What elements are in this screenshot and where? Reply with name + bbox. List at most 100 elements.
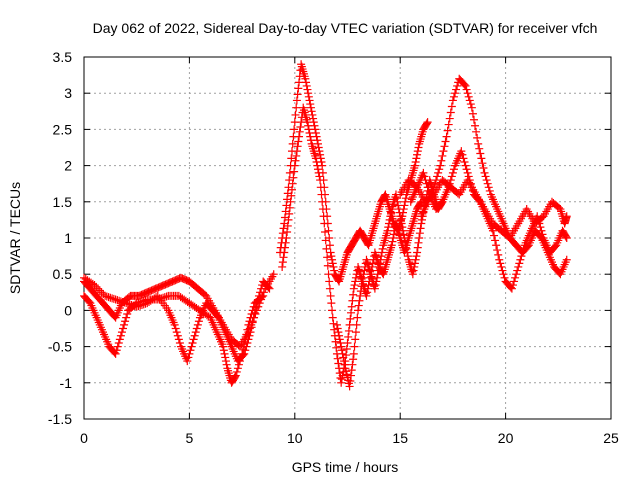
data-point: [325, 284, 334, 293]
data-point: [334, 328, 343, 337]
data-point: [328, 313, 337, 322]
data-point: [419, 168, 428, 177]
data-point: [315, 172, 324, 181]
data-point: [400, 234, 409, 242]
data-point: [337, 346, 346, 355]
data-point: [113, 342, 122, 351]
y-tick-label: 1.5: [53, 194, 73, 210]
data-point: [363, 284, 372, 293]
data-point: [513, 266, 522, 275]
data-point: [313, 165, 322, 174]
data-point: [313, 161, 322, 170]
data-point: [294, 84, 303, 93]
data-point: [363, 288, 372, 297]
data-point: [335, 335, 344, 344]
data-point: [122, 313, 131, 322]
data-point: [111, 349, 120, 358]
data-point: [466, 100, 475, 109]
data-point: [328, 306, 337, 315]
data-point: [360, 266, 369, 275]
data-point: [349, 284, 358, 293]
data-point: [318, 205, 327, 214]
data-point: [344, 326, 353, 335]
data-point: [345, 320, 354, 329]
data-point: [372, 277, 381, 286]
data-point: [441, 137, 450, 146]
data-point: [375, 259, 384, 268]
data-point: [510, 277, 519, 286]
data-point: [324, 226, 333, 235]
data-point: [92, 282, 101, 291]
data-point: [288, 139, 297, 148]
data-point: [249, 313, 258, 322]
data-point: [323, 253, 332, 262]
data-point: [485, 186, 494, 195]
data-point: [125, 300, 134, 309]
data-point: [307, 107, 316, 116]
x-tick-label: 25: [603, 430, 619, 446]
data-point: [473, 133, 482, 142]
data-point: [437, 156, 446, 165]
data-point: [562, 255, 571, 264]
data-point: [562, 232, 571, 241]
data-point: [174, 335, 183, 344]
data-point: [447, 172, 456, 181]
data-point: [481, 172, 490, 181]
data-point: [305, 96, 314, 105]
data-point: [399, 226, 408, 235]
data-point: [443, 126, 452, 135]
data-point: [231, 371, 240, 380]
data-point: [465, 96, 474, 105]
data-point: [333, 324, 342, 333]
data-point: [312, 157, 321, 166]
data-point: [336, 338, 345, 347]
data-point: [129, 301, 138, 310]
data-point: [320, 219, 329, 228]
y-tick-label: 1: [64, 230, 72, 246]
data-point: [314, 143, 323, 152]
data-point: [461, 161, 470, 170]
data-point: [467, 103, 476, 112]
data-point: [304, 92, 313, 101]
data-point: [416, 199, 425, 208]
data-point: [373, 270, 382, 279]
data-point: [338, 371, 347, 380]
data-point: [306, 100, 315, 109]
data-point: [134, 302, 143, 311]
data-point: [460, 80, 469, 89]
data-point: [193, 320, 202, 329]
data-point: [462, 85, 471, 94]
data-point: [304, 125, 313, 134]
data-point: [185, 349, 194, 358]
data-point: [308, 110, 317, 119]
data-point: [115, 335, 124, 344]
data-point: [104, 293, 113, 302]
data-point: [292, 96, 301, 105]
data-point: [448, 96, 457, 105]
data-point: [278, 262, 287, 271]
data-point: [311, 154, 320, 163]
data-point: [306, 136, 315, 145]
data-point: [285, 209, 294, 218]
data-point: [448, 168, 457, 177]
data-point: [376, 255, 385, 264]
data-point: [457, 147, 466, 156]
data-point: [301, 74, 310, 83]
data-point: [322, 244, 331, 253]
x-tick-label: 0: [80, 430, 88, 446]
data-point: [316, 150, 325, 159]
data-point: [292, 151, 301, 160]
data-point: [288, 179, 297, 188]
data-point: [337, 378, 346, 387]
y-tick-label: -0.5: [48, 339, 72, 355]
data-point: [413, 243, 422, 252]
data-point: [291, 110, 300, 119]
data-point: [475, 144, 484, 153]
data-point: [415, 234, 424, 242]
data-point: [346, 376, 355, 385]
data-point: [192, 324, 201, 333]
data-point: [281, 238, 290, 247]
data-point: [337, 375, 346, 384]
data-point: [403, 252, 412, 261]
data-point: [358, 273, 367, 282]
